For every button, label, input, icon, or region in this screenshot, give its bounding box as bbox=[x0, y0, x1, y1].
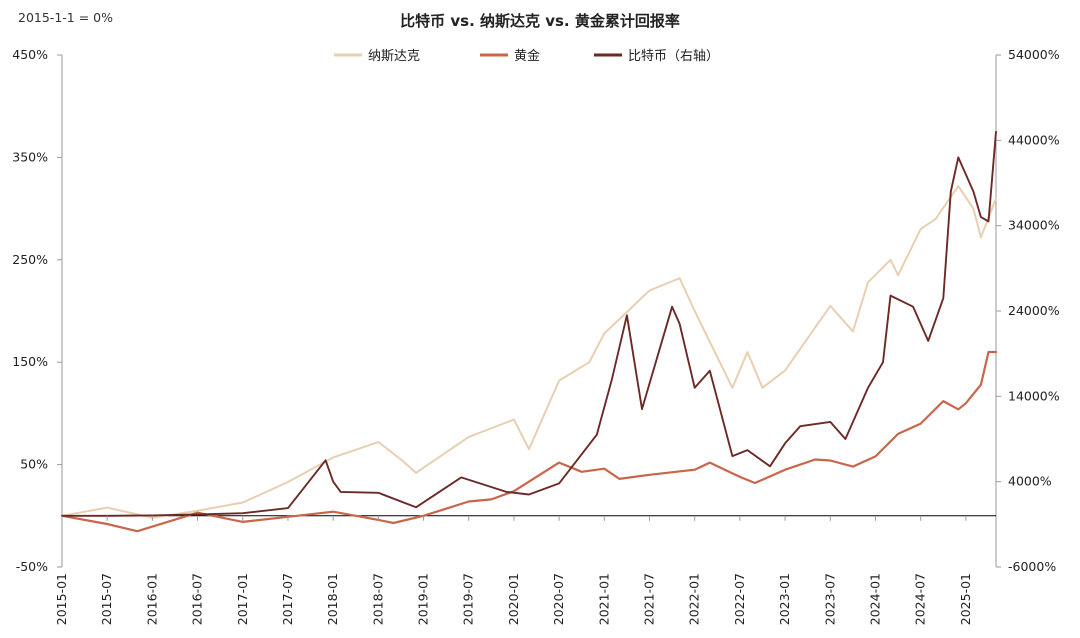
y-right-tick-label: 24000% bbox=[1008, 303, 1060, 318]
legend-label-bitcoin: 比特币（右轴） bbox=[628, 49, 719, 64]
x-tick-label: 2025-01 bbox=[958, 573, 973, 625]
x-tick-label: 2016-01 bbox=[144, 573, 159, 625]
x-tick-label: 2019-07 bbox=[461, 573, 476, 625]
x-tick-label: 2018-01 bbox=[325, 573, 340, 625]
x-tick-label: 2015-07 bbox=[99, 573, 114, 625]
baseline-note: 2015-1-1 = 0% bbox=[18, 10, 113, 25]
x-tick-label: 2021-07 bbox=[642, 573, 657, 625]
y-left-tick-label: 50% bbox=[20, 457, 48, 472]
y-right-tick-label: 54000% bbox=[1008, 47, 1060, 62]
x-tick-label: 2017-01 bbox=[235, 573, 250, 625]
x-tick-label: 2024-07 bbox=[913, 573, 928, 625]
series-line-gold bbox=[60, 350, 998, 533]
y-left-tick-label: 350% bbox=[12, 149, 48, 164]
x-tick-label: 2019-01 bbox=[416, 573, 431, 625]
x-tick-label: 2023-01 bbox=[777, 573, 792, 625]
ticks-layer: 450% 350% 250% 150% 50% -50% 54000% 44000% 34000… bbox=[12, 47, 1060, 625]
axes bbox=[61, 55, 997, 567]
series-layer bbox=[60, 130, 998, 533]
chart-title: 比特币 vs. 纳斯达克 vs. 黄金累计回报率 bbox=[400, 12, 680, 30]
x-tick-label: 2023-07 bbox=[822, 573, 837, 625]
x-tick-label: 2021-01 bbox=[596, 573, 611, 625]
series-line-nasdaq bbox=[61, 185, 997, 519]
y-right-tick-label: 14000% bbox=[1008, 388, 1060, 403]
y-right-tick-label: 44000% bbox=[1008, 132, 1060, 147]
x-tick-label: 2020-01 bbox=[506, 573, 521, 625]
y-right-tick-label: 34000% bbox=[1008, 218, 1060, 233]
x-tick-label: 2022-07 bbox=[732, 573, 747, 625]
y-left-tick-label: -50% bbox=[16, 559, 48, 574]
x-tick-label: 2020-07 bbox=[551, 573, 566, 625]
x-tick-label: 2024-01 bbox=[867, 573, 882, 625]
y-right-tick-label: 4000% bbox=[1008, 474, 1052, 489]
legend-label-nasdaq: 纳斯达克 bbox=[368, 49, 420, 64]
x-tick-label: 2017-07 bbox=[280, 573, 295, 625]
y-left-tick-label: 150% bbox=[12, 354, 48, 369]
x-tick-label: 2016-07 bbox=[190, 573, 205, 625]
y-left-tick-label: 250% bbox=[12, 252, 48, 267]
x-tick-label: 2018-07 bbox=[370, 573, 385, 625]
legend-label-gold: 黄金 bbox=[514, 48, 540, 64]
x-tick-label: 2022-01 bbox=[687, 573, 702, 625]
series-line-bitcoin bbox=[61, 130, 997, 517]
y-left-tick-label: 450% bbox=[12, 47, 48, 62]
legend: 纳斯达克 黄金 比特币（右轴） bbox=[334, 48, 719, 64]
x-tick-label: 2015-01 bbox=[54, 573, 69, 625]
y-right-tick-label: -6000% bbox=[1008, 559, 1056, 574]
